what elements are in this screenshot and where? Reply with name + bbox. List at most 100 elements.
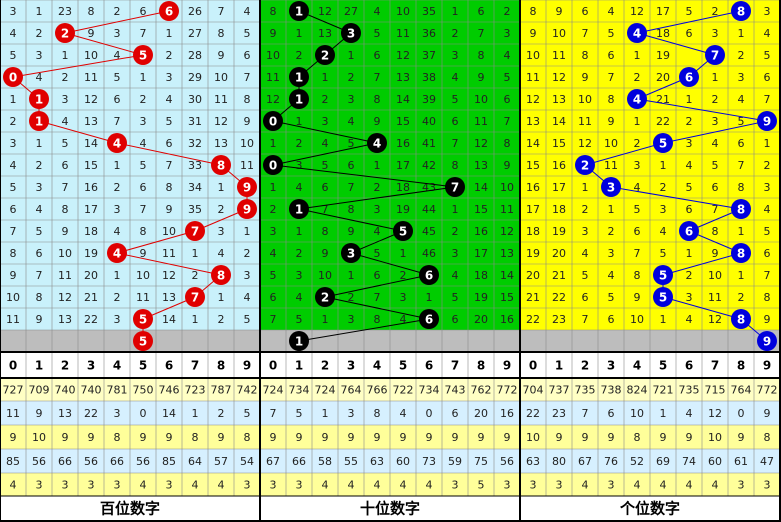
- draw-ball: [185, 287, 205, 307]
- omission-count: 4: [36, 71, 43, 84]
- draw-ball: [653, 133, 673, 153]
- omission-count: 12: [578, 137, 592, 150]
- omission-count: 3: [10, 137, 17, 150]
- omission-count: 2: [660, 181, 667, 194]
- omission-count: 1: [738, 269, 745, 282]
- omission-count: 5: [686, 181, 693, 194]
- omission-count: 2: [634, 137, 641, 150]
- omission-count: 22: [552, 291, 566, 304]
- omission-count: 6: [608, 313, 615, 326]
- stat-value: 723: [185, 384, 206, 397]
- omission-count: 8: [478, 49, 485, 62]
- stat-value: 6: [608, 407, 615, 420]
- omission-count: 1: [452, 203, 459, 216]
- omission-count: 2: [764, 159, 771, 172]
- stat-value: 9: [270, 431, 277, 444]
- omission-count: 11: [526, 71, 540, 84]
- stat-value: 4: [582, 479, 589, 492]
- stat-value: 0: [140, 407, 147, 420]
- omission-count: 11: [84, 71, 98, 84]
- digit-header: 6: [165, 359, 173, 373]
- omission-count: 1: [114, 269, 121, 282]
- omission-count: 2: [634, 71, 641, 84]
- stat-value: 3: [166, 479, 173, 492]
- omission-count: 8: [374, 313, 381, 326]
- draw-ball: [393, 221, 413, 241]
- digit-header: 9: [763, 359, 771, 373]
- trend-line: [272, 164, 456, 188]
- omission-count: 7: [140, 27, 147, 40]
- omission-count: 2: [582, 203, 589, 216]
- omission-count: 5: [10, 49, 17, 62]
- omission-count: 9: [322, 247, 329, 260]
- omission-count: 38: [422, 71, 436, 84]
- omission-count: 4: [374, 225, 381, 238]
- omission-count: 8: [764, 291, 771, 304]
- omission-count: 3: [764, 5, 771, 18]
- stat-value: 766: [367, 384, 388, 397]
- omission-count: 4: [244, 291, 251, 304]
- omission-count: 7: [322, 203, 329, 216]
- stat-value: 58: [318, 455, 332, 468]
- omission-count: 15: [84, 159, 98, 172]
- omission-count: 2: [712, 5, 719, 18]
- omission-count: 20: [526, 269, 540, 282]
- omission-count: 15: [474, 203, 488, 216]
- draw-ball-label: 3: [347, 247, 355, 261]
- omission-count: 6: [10, 203, 17, 216]
- draw-ball-label: 2: [321, 49, 329, 63]
- omission-count: 6: [582, 5, 589, 18]
- omission-count: 1: [192, 313, 199, 326]
- omission-count: 4: [296, 291, 303, 304]
- omission-count: 2: [712, 93, 719, 106]
- stat-value: 8: [634, 431, 641, 444]
- stat-value: 85: [6, 455, 20, 468]
- omission-count: 9: [88, 27, 95, 40]
- omission-count: 7: [374, 71, 381, 84]
- omission-count: 3: [10, 5, 17, 18]
- omission-count: 3: [738, 71, 745, 84]
- stat-value: 69: [656, 455, 670, 468]
- omission-count: 4: [218, 247, 225, 260]
- stat-value: 8: [374, 407, 381, 420]
- stat-value: 704: [523, 384, 544, 397]
- omission-count: 6: [764, 247, 771, 260]
- draw-ball-label: 5: [139, 313, 147, 327]
- omission-count: 1: [62, 49, 69, 62]
- stat-value: 5: [478, 479, 485, 492]
- draw-ball-label: 0: [269, 115, 277, 129]
- stat-value: 9: [582, 431, 589, 444]
- omission-count: 5: [36, 225, 43, 238]
- omission-count: 1: [166, 27, 173, 40]
- stat-value: 4: [322, 479, 329, 492]
- draw-ball-label: 6: [685, 71, 693, 85]
- omission-count: 4: [10, 27, 17, 40]
- omission-count: 18: [396, 181, 410, 194]
- draw-ball: [731, 243, 751, 263]
- stat-value: 10: [32, 431, 46, 444]
- stat-value: 3: [114, 479, 121, 492]
- omission-count: 4: [348, 115, 355, 128]
- omission-count: 19: [84, 247, 98, 260]
- trend-line: [584, 142, 664, 166]
- omission-count: 5: [660, 247, 667, 260]
- omission-count: 17: [552, 181, 566, 194]
- stat-value: 722: [393, 384, 414, 397]
- omission-count: 10: [630, 313, 644, 326]
- stat-value: 2: [218, 407, 225, 420]
- stat-value: 9: [738, 431, 745, 444]
- stat-value: 14: [162, 407, 176, 420]
- omission-count: 6: [36, 247, 43, 260]
- omission-count: 12: [500, 225, 514, 238]
- omission-count: 3: [686, 291, 693, 304]
- trend-line: [350, 252, 430, 276]
- omission-count: 4: [452, 71, 459, 84]
- omission-count: 2: [348, 291, 355, 304]
- omission-count: 2: [686, 115, 693, 128]
- trend-line: [298, 208, 404, 232]
- omission-count: 10: [604, 137, 618, 150]
- omission-count: 2: [322, 93, 329, 106]
- omission-count: 8: [218, 27, 225, 40]
- trend-line: [298, 318, 430, 342]
- stat-value: 67: [578, 455, 592, 468]
